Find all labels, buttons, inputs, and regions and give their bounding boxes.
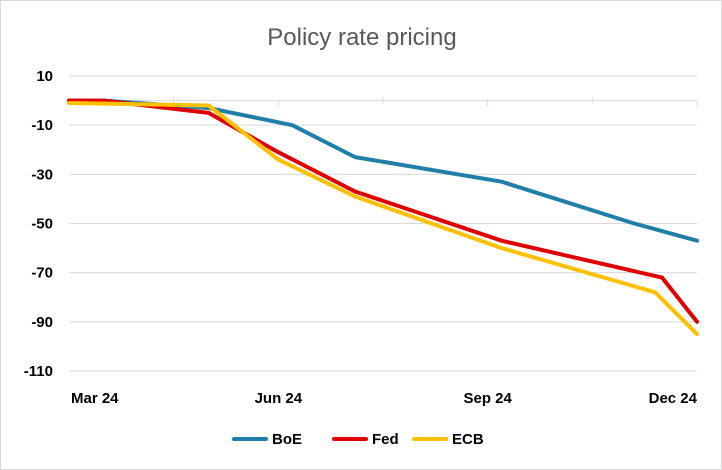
- series-line-boe: [67, 98, 699, 243]
- y-tick-label: -50: [31, 216, 53, 233]
- y-tick-label: -110: [24, 363, 53, 380]
- y-tick-label: -30: [31, 166, 53, 183]
- x-tick-label: Sep 24: [463, 390, 512, 407]
- chart-title: Policy rate pricing: [267, 24, 456, 51]
- gridlines: [69, 75, 697, 372]
- series-line-fed: [67, 98, 699, 324]
- y-tick-label: 10: [36, 68, 53, 85]
- x-tick-label: Dec 24: [649, 390, 698, 407]
- x-tick-label: Jun 24: [255, 390, 303, 407]
- y-tick-label: -10: [31, 117, 53, 134]
- y-tick-label: -70: [31, 265, 53, 282]
- legend-label-ecb: ECB: [452, 431, 484, 448]
- axes: 10 -10 -30 -50 -70 -90 -110 Mar 24 Jun 24 Sep 24 D…: [24, 68, 698, 407]
- x-tick-label: Mar 24: [71, 390, 119, 407]
- legend-label-boe: BoE: [272, 431, 302, 448]
- series-line-ecb: [67, 101, 699, 337]
- y-tick-label: -90: [31, 314, 53, 331]
- series-lines: [67, 98, 699, 337]
- legend-label-fed: Fed: [372, 431, 399, 448]
- legend: BoE Fed ECB: [232, 431, 484, 448]
